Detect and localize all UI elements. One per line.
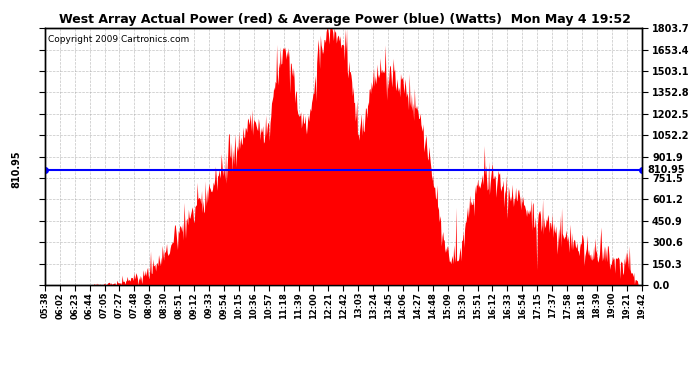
Text: 810.95: 810.95	[648, 165, 685, 174]
Text: Copyright 2009 Cartronics.com: Copyright 2009 Cartronics.com	[48, 34, 189, 44]
Text: 810.95: 810.95	[11, 151, 21, 188]
Text: West Array Actual Power (red) & Average Power (blue) (Watts)  Mon May 4 19:52: West Array Actual Power (red) & Average …	[59, 13, 631, 26]
